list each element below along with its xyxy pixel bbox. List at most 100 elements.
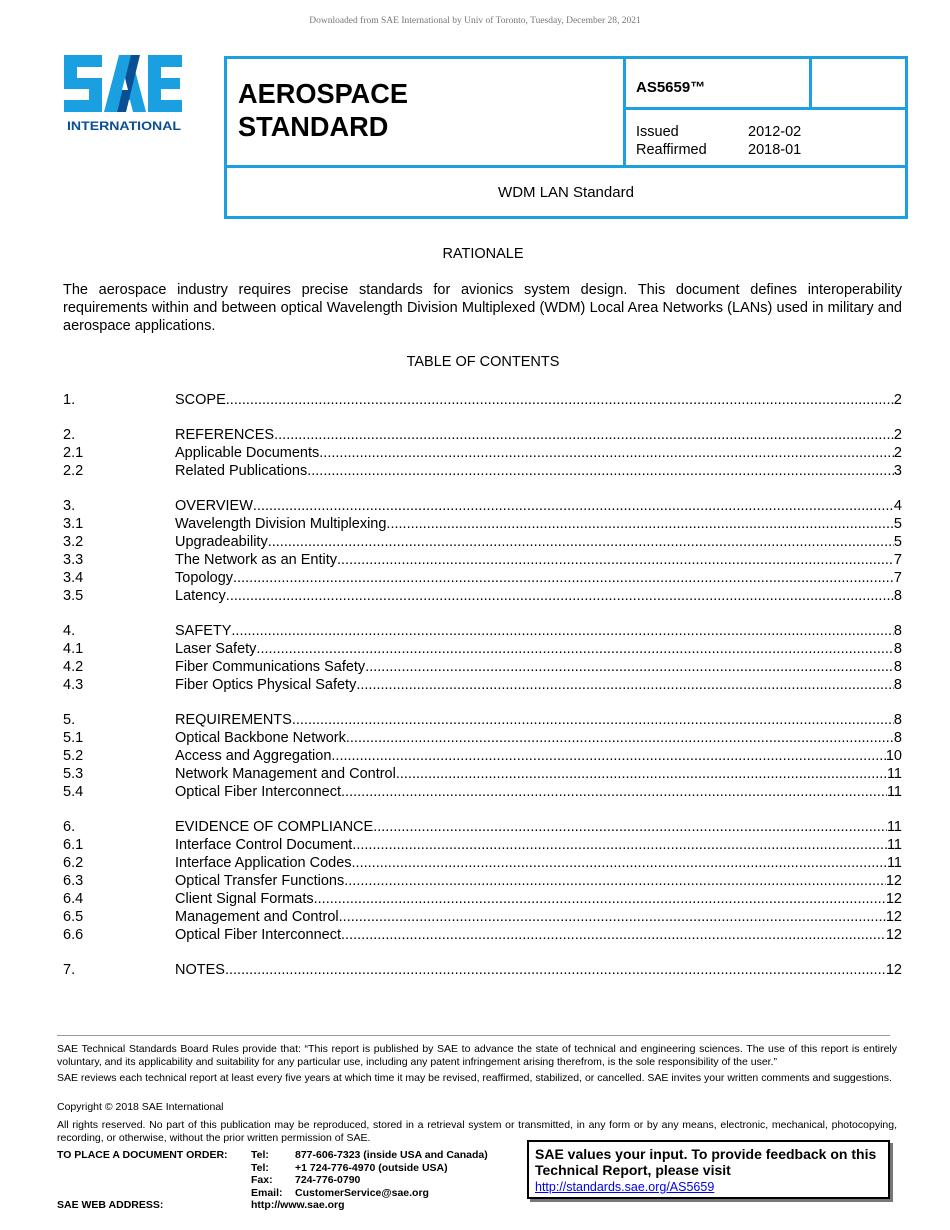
toc-page: 10 [885,748,902,764]
toc-page: 2 [893,392,902,408]
toc-number: 4. [63,623,76,639]
rationale-text: The aerospace industry requires precise … [63,282,902,334]
toc-page: 8 [893,659,902,675]
toc-entry[interactable]: 3.3 The Network as an Entity.............… [63,551,902,569]
toc-title: Fiber Communications Safety [175,659,366,675]
toc-number: 6.6 [63,927,84,943]
toc-page: 4 [893,498,902,514]
toc-page: 11 [886,784,902,800]
toc-entry[interactable]: 6. EVIDENCE OF COMPLIANCE................… [63,818,902,836]
toc-title: Laser Safety [175,641,257,657]
contact-value: 724-776-0790 [295,1174,361,1186]
toc-page: 11 [886,819,902,835]
sae-logo: INTERNATIONAL [64,55,182,133]
dot-leader: ........................................… [345,730,894,746]
toc-number: 3.4 [63,570,84,586]
dates-cell: Issued 2012-02 Reaffirmed 2018-01 [623,110,905,167]
title-line-2: STANDARD [238,111,389,142]
toc-entry[interactable]: 1. SCOPE.................................… [63,391,902,409]
toc-entry[interactable]: 4.3 Fiber Optics Physical Safety ........… [63,676,902,694]
contact-value: +1 724-776-4970 (outside USA) [295,1161,448,1174]
dot-leader: ........................................… [225,392,894,408]
toc-number: 2. [63,427,76,443]
contact-list: Tel: 877-606-7323 (inside USA and Canada)… [251,1149,488,1199]
toc-number: 5.3 [63,766,84,782]
dot-leader: ........................................… [337,552,894,568]
rights-reserved: All rights reserved. No part of this pub… [57,1119,897,1144]
feedback-link[interactable]: http://standards.sae.org/AS5659 [535,1180,715,1194]
contact-label: Tel: [251,1149,269,1161]
toc-title: SCOPE [175,392,226,408]
toc-group: 1. SCOPE.................................… [63,391,902,409]
toc-number: 6.4 [63,891,84,907]
toc-entry[interactable]: 6.4 Client Signal Formats................… [63,890,902,908]
toc-page: 12 [885,962,902,978]
dot-leader: ........................................… [344,873,886,889]
toc-page: 8 [893,641,902,657]
toc-title: Wavelength Division Multiplexing [175,516,387,532]
contact-item: Fax: 724-776-0790 [251,1174,488,1187]
toc-entry[interactable]: 3.2 Upgradeability ......................… [63,533,902,551]
toc-title: Interface Control Document [175,837,353,853]
feedback-box: SAE values your input. To provide feedba… [527,1140,890,1199]
dot-leader: ........................................… [313,891,886,907]
contact-item: Tel: +1 724-776-4970 (outside USA) [251,1162,488,1175]
toc-entry[interactable]: 4.2 Fiber Communications Safety..........… [63,658,902,676]
toc-title: Client Signal Formats [175,891,314,907]
toc-page: 5 [893,534,902,550]
toc-title: REQUIREMENTS [175,712,292,728]
contact-item: Email: CustomerService@sae.org [251,1187,488,1200]
toc-page: 12 [885,909,902,925]
toc-entry[interactable]: 5.2 Access and Aggregation ..............… [63,747,902,765]
toc-entry[interactable]: 5.3 Network Management and Control ......… [63,765,902,783]
toc-number: 3. [63,498,76,514]
toc-entry[interactable]: 6.1 Interface Control Document ..........… [63,836,902,854]
contact-item: Tel: 877-606-7323 (inside USA and Canada) [251,1149,488,1162]
toc-title: Applicable Documents [175,445,320,461]
toc-entry[interactable]: 5.1 Optical Backbone Network.............… [63,729,902,747]
toc-heading: TABLE OF CONTENTS [406,354,560,370]
toc-entry[interactable]: 5. REQUIREMENTS .........................… [63,711,902,729]
toc-entry[interactable]: 6.5 Management and Control ..............… [63,908,902,926]
toc-page: 2 [893,427,902,443]
contact-value: 877-606-7323 (inside USA and Canada) [295,1149,488,1161]
toc-entry[interactable]: 2.2 Related Publications ................… [63,462,902,480]
toc-entry[interactable]: 6.6 Optical Fiber Interconnect...........… [63,926,902,944]
toc-group: 2. REFERENCES............................… [63,426,902,480]
toc-entry[interactable]: 4.1 Laser Safety.........................… [63,640,902,658]
web-address[interactable]: http://www.sae.org [251,1199,345,1211]
toc-number: 2.1 [63,445,84,461]
toc-title: REFERENCES [175,427,275,443]
toc-entry[interactable]: 5.4 Optical Fiber Interconnect...........… [63,783,902,801]
toc-number: 1. [63,392,76,408]
rationale-heading: RATIONALE [442,246,524,262]
reaffirmed-label: Reaffirmed [636,142,707,158]
toc-entry[interactable]: 3. OVERVIEW..............................… [63,497,902,515]
toc-number: 7. [63,962,76,978]
toc-entry[interactable]: 7. NOTES ................................… [63,961,902,979]
toc-entry[interactable]: 2.1 Applicable Documents ................… [63,444,902,462]
toc-entry[interactable]: 3.1 Wavelength Division Multiplexing ....… [63,515,902,533]
toc-entry[interactable]: 3.5 Latency..............................… [63,587,902,605]
toc-entry[interactable]: 4. SAFETY ...............................… [63,622,902,640]
toc-entry[interactable]: 2. REFERENCES............................… [63,426,902,444]
toc-title: NOTES [175,962,225,978]
toc-entry[interactable]: 6.3 Optical Transfer Functions...........… [63,872,902,890]
toc-title: Optical Transfer Functions [175,873,345,889]
toc-group: 4. SAFETY ...............................… [63,622,902,694]
toc-title: Optical Fiber Interconnect [175,927,342,943]
toc-page: 5 [893,516,902,532]
toc-title: Management and Control [175,909,339,925]
toc-number: 4.2 [63,659,84,675]
toc-page: 12 [885,891,902,907]
toc-number: 4.3 [63,677,84,693]
toc-title: OVERVIEW [175,498,253,514]
toc-entry[interactable]: 3.4 Topology ............................… [63,569,902,587]
toc-page: 8 [893,623,902,639]
standard-id: AS5659™ [636,79,706,96]
header-box: AEROSPACE STANDARD AS5659™ Issued 2012-0… [224,56,908,219]
toc-group: 6. EVIDENCE OF COMPLIANCE................… [63,818,902,944]
blank-cell [809,59,905,110]
dot-leader: ........................................… [307,463,894,479]
toc-entry[interactable]: 6.2 Interface Application Codes .........… [63,854,902,872]
